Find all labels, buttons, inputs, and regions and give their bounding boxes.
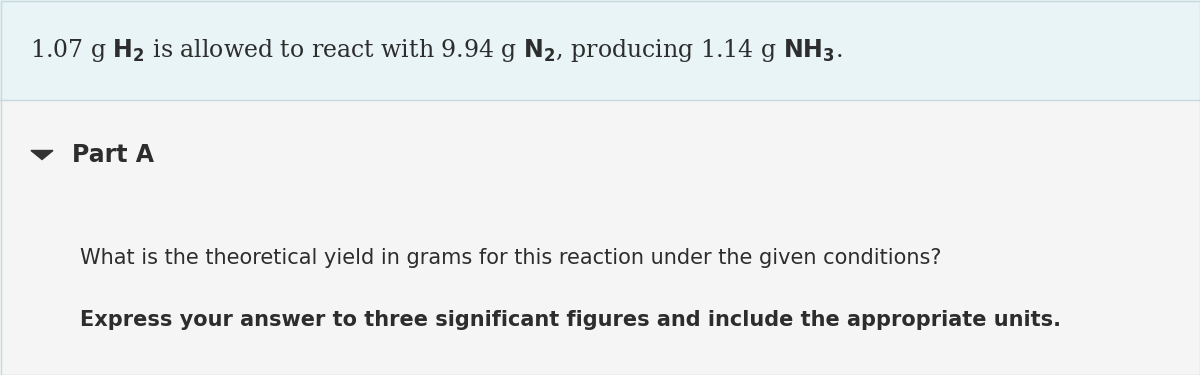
Text: Part A: Part A <box>72 143 154 167</box>
Polygon shape <box>31 150 53 159</box>
Text: 1.07 g $\mathbf{H_2}$ is allowed to react with 9.94 g $\mathbf{N_2}$, producing : 1.07 g $\mathbf{H_2}$ is allowed to reac… <box>30 36 842 63</box>
Text: Express your answer to three significant figures and include the appropriate uni: Express your answer to three significant… <box>80 310 1061 330</box>
Text: What is the theoretical yield in grams for this reaction under the given conditi: What is the theoretical yield in grams f… <box>80 248 942 268</box>
Bar <box>0 0 1200 100</box>
